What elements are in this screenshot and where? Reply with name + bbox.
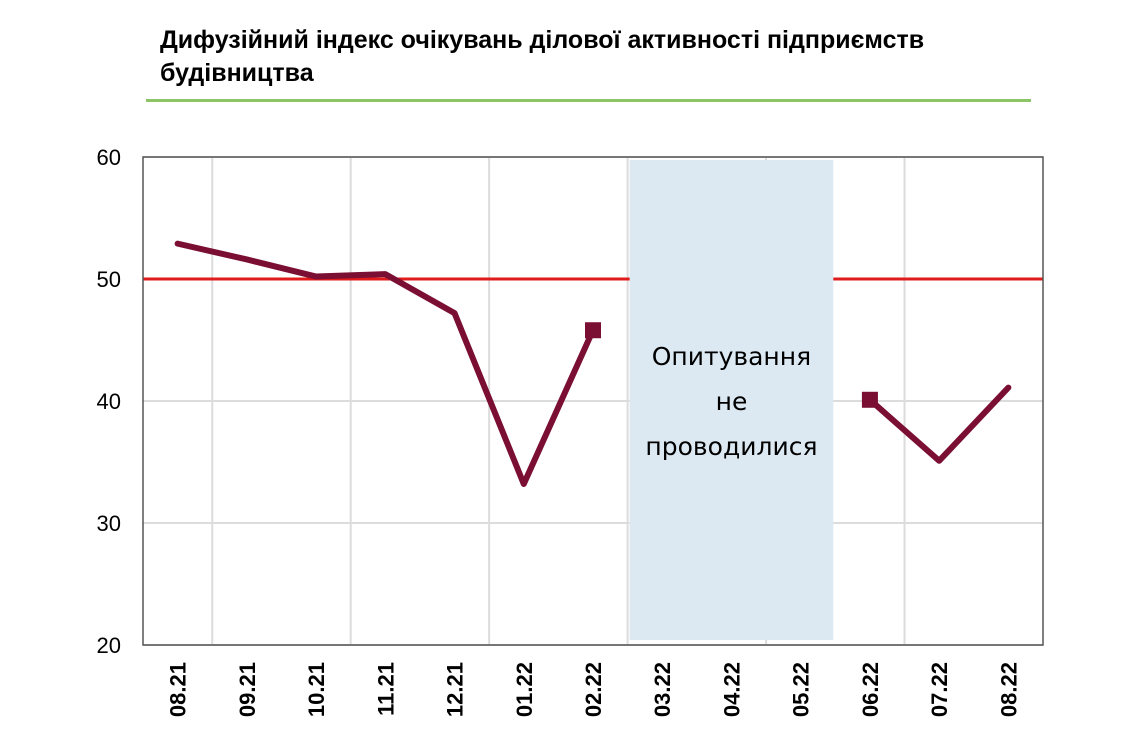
x-tick-label: 05.22: [789, 662, 814, 717]
band-label-line: Опитування: [652, 342, 811, 371]
series-line: [866, 384, 1012, 464]
x-tick-label: 09.21: [235, 662, 260, 717]
grid: [143, 156, 1043, 646]
band-label-line: не: [716, 387, 748, 416]
y-axis: 20 30 40 50 60: [97, 145, 121, 658]
x-tick-label: 01.22: [512, 662, 537, 717]
band-label-line: проводилися: [645, 432, 817, 461]
y-tick-label: 60: [97, 145, 121, 170]
x-tick-label: 04.22: [719, 662, 744, 717]
y-tick-label: 20: [97, 633, 121, 658]
chart-title: Дифузійний індекс очікувань ділової акти…: [160, 26, 925, 87]
data-point-marker: [585, 322, 601, 339]
x-tick-label: 03.22: [650, 662, 675, 717]
series-line: [174, 240, 596, 487]
data-point-marker: [861, 391, 878, 408]
x-tick-label: 12.21: [443, 662, 468, 717]
y-tick-label: 30: [97, 511, 121, 536]
x-tick-label: 08.22: [996, 662, 1021, 717]
x-tick-label: 06.22: [858, 662, 883, 717]
x-tick-label: 11.21: [373, 662, 398, 716]
series-group: [174, 240, 1012, 487]
x-tick-label: 10.21: [304, 662, 329, 717]
band-rect: [629, 160, 834, 640]
no-survey-band: Опитування не проводилися: [629, 160, 834, 640]
x-tick-label: 02.22: [581, 662, 606, 717]
plot-frame: [142, 156, 1044, 646]
x-tick-label: 07.22: [927, 662, 952, 717]
y-tick-label: 40: [97, 389, 121, 414]
y-tick-label: 50: [97, 267, 121, 292]
x-tick-label: 08.21: [166, 662, 191, 717]
x-axis: 08.21 09.21 10.21 11.21 12.21 01.22 02.22 03.22…: [166, 662, 1022, 717]
title-divider: [146, 99, 1031, 102]
